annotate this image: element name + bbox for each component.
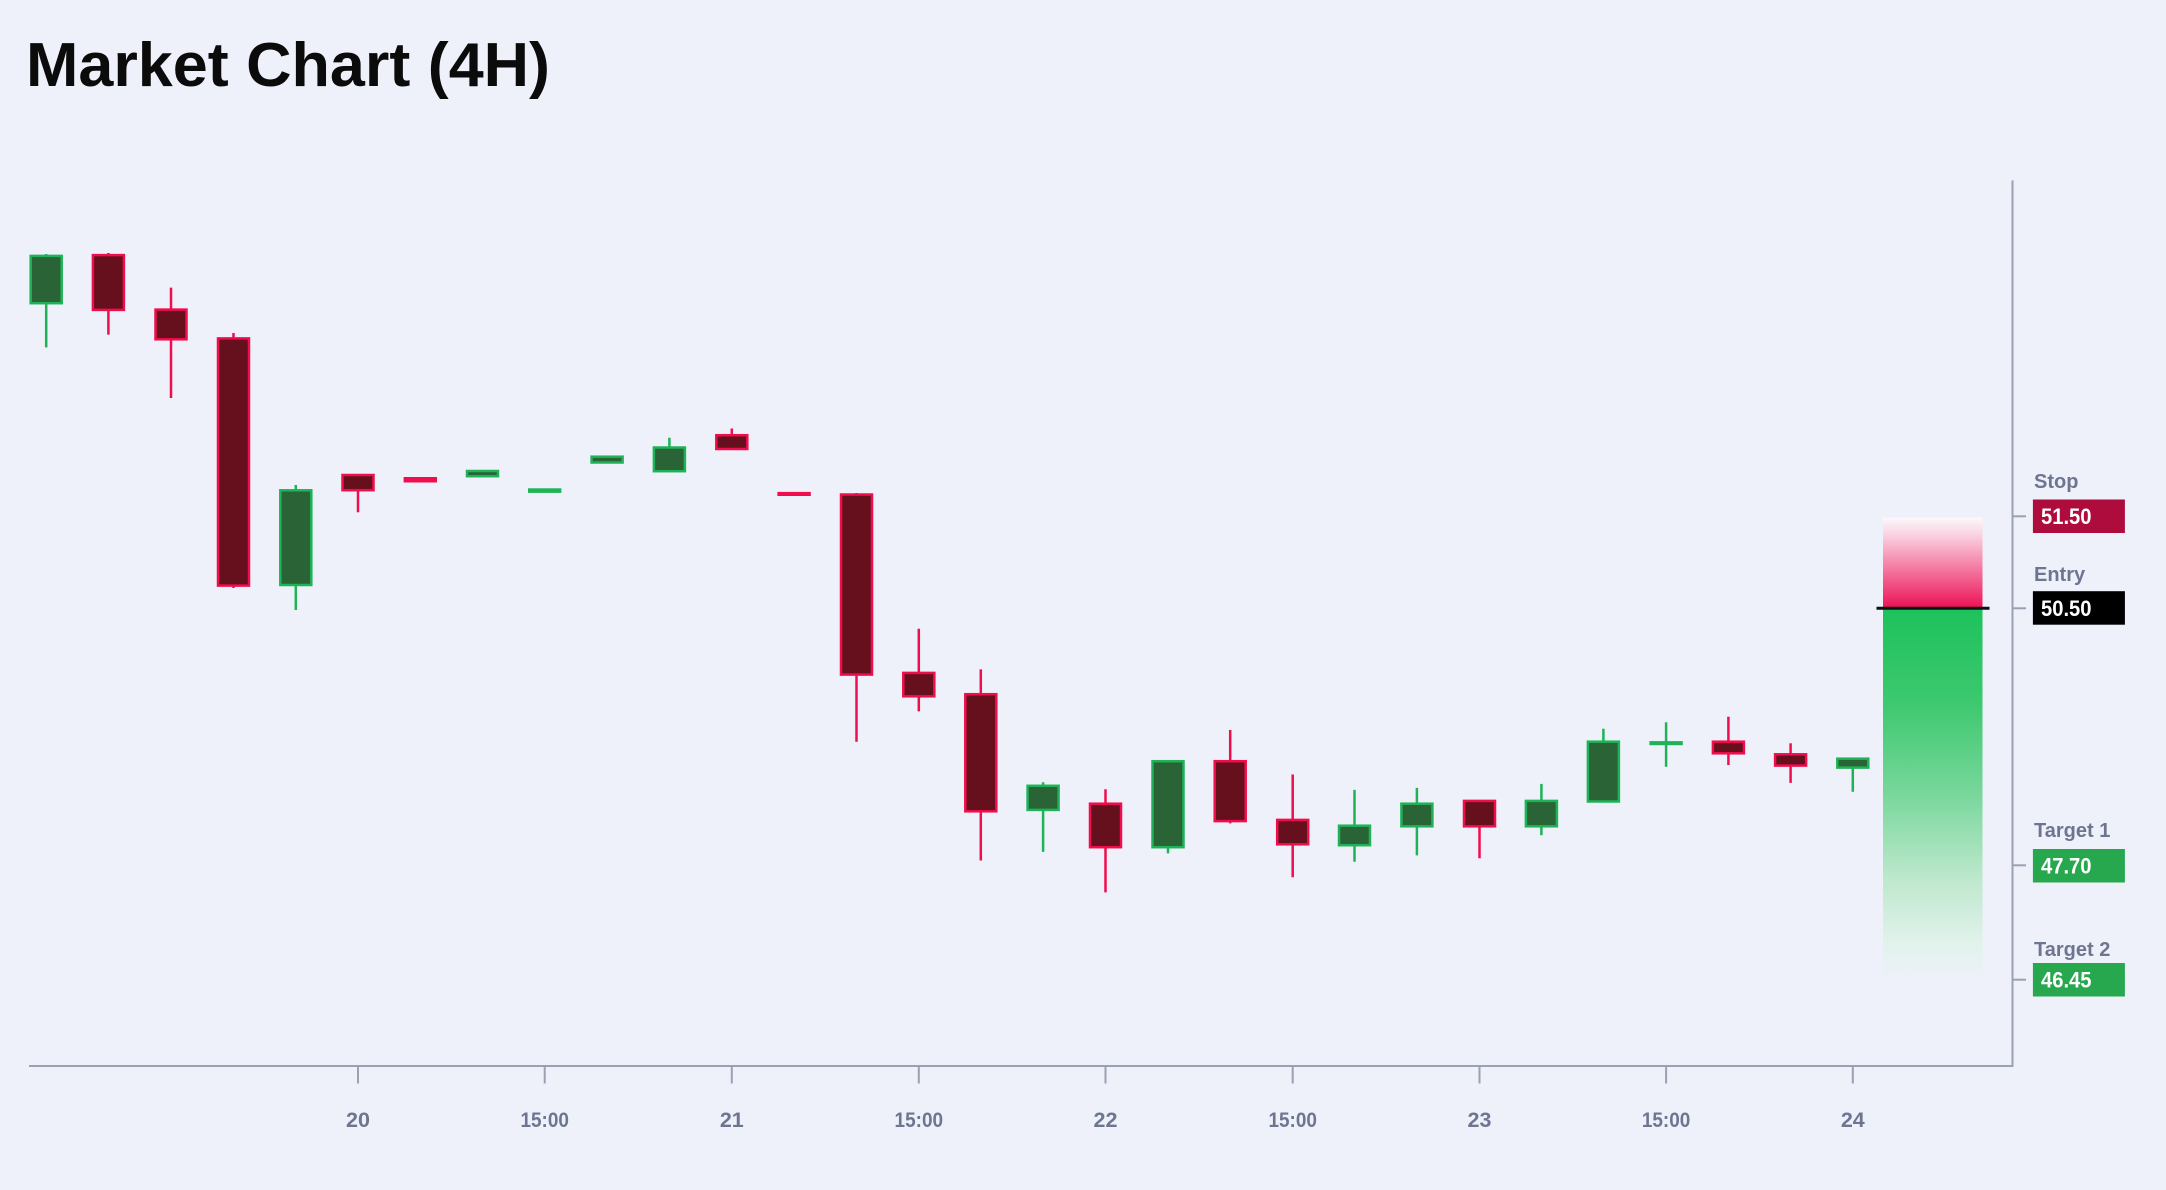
svg-text:51.50: 51.50: [2041, 504, 2092, 529]
svg-text:22: 22: [1094, 1108, 1118, 1132]
svg-text:15:00: 15:00: [895, 1108, 944, 1132]
svg-text:47.70: 47.70: [2041, 854, 2092, 879]
svg-text:Stop: Stop: [2034, 471, 2078, 493]
svg-text:24: 24: [1841, 1108, 1865, 1132]
svg-text:15:00: 15:00: [520, 1108, 569, 1132]
svg-text:15:00: 15:00: [1268, 1108, 1317, 1132]
svg-text:46.45: 46.45: [2041, 968, 2092, 993]
svg-text:20: 20: [346, 1108, 370, 1132]
svg-text:50.50: 50.50: [2041, 596, 2092, 621]
svg-text:Target 2: Target 2: [2034, 939, 2110, 961]
svg-text:23: 23: [1468, 1108, 1492, 1132]
svg-text:Market Chart (4H): Market Chart (4H): [26, 31, 550, 100]
svg-text:Target 1: Target 1: [2034, 820, 2110, 842]
svg-text:15:00: 15:00: [1642, 1108, 1691, 1132]
svg-text:Entry: Entry: [2034, 564, 2086, 586]
svg-text:21: 21: [720, 1108, 744, 1132]
